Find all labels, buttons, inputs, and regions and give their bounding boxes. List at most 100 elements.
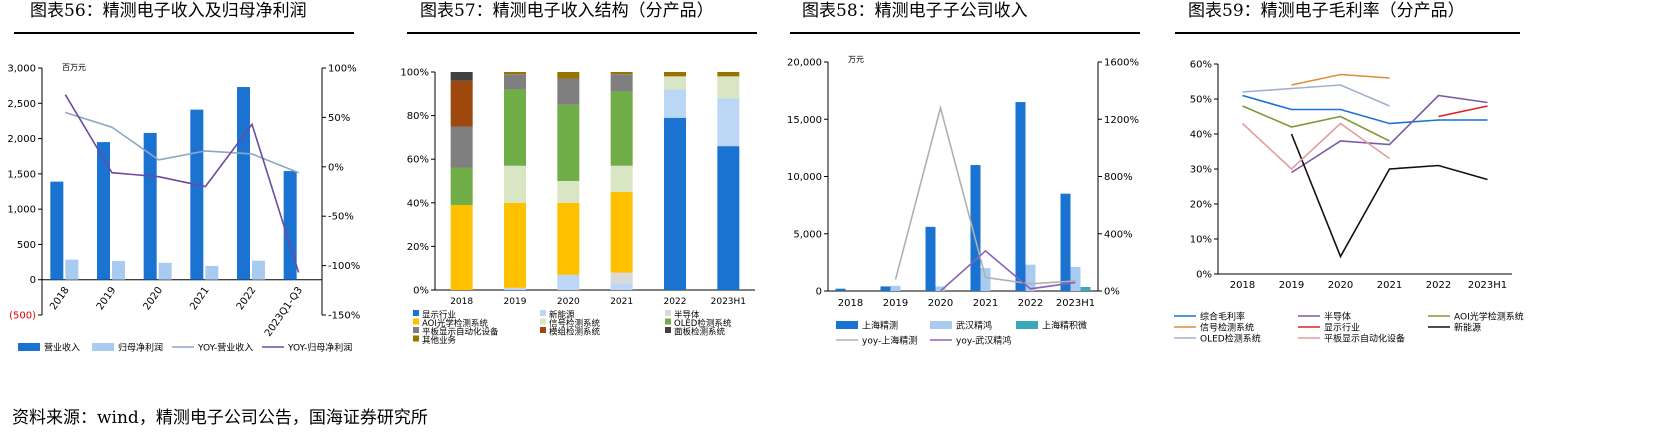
bar-归母净利润 <box>158 262 172 280</box>
category-label: 2022 <box>1018 298 1043 309</box>
stack-半导体 <box>610 272 633 284</box>
tick-label-right: 1600% <box>1104 58 1139 69</box>
legend-label: 信号检测系统 <box>1200 322 1254 334</box>
legend-label: 武汉精鸿 <box>956 320 992 332</box>
tick-label-left: 500 <box>17 240 36 251</box>
category-label: 2021 <box>973 298 998 309</box>
stack-面板检测系统 <box>450 72 473 81</box>
legend-label: 上海精积微 <box>1042 320 1087 332</box>
stack-OLED检测系统 <box>450 167 473 205</box>
tick-label-left: 1,000 <box>7 205 36 216</box>
stack-显示行业 <box>664 117 686 290</box>
stack-平板显示自动化设备 <box>557 78 580 105</box>
stack-信号检测系统 <box>504 165 526 203</box>
category-label: 2019 <box>95 285 119 312</box>
tick-label-right: 100% <box>328 64 357 75</box>
legend-label: OLED检测系统 <box>1200 333 1261 345</box>
legend-swatch <box>540 327 546 333</box>
legend-label: 归母净利润 <box>118 342 163 354</box>
category-label: 2020 <box>1328 280 1353 291</box>
legend-label: 营业收入 <box>44 342 80 354</box>
legend-label: 综合毛利率 <box>1200 311 1245 323</box>
bar-营业收入 <box>50 181 64 280</box>
tick-label-right: 50% <box>328 113 350 124</box>
category-label: 2021 <box>1377 280 1402 291</box>
legend-swatch <box>413 310 419 316</box>
category-label: 2022 <box>664 297 687 307</box>
stack-新能源 <box>504 287 526 290</box>
tick-label-left: 2,000 <box>7 134 36 145</box>
tick-label: 20% <box>1190 200 1212 211</box>
bar-上海精测 <box>970 165 981 291</box>
chart-title: 图表56：精测电子收入及归母净利润 <box>30 1 307 21</box>
panel-revenue-structure: 图表57：精测电子收入结构（分产品） 0% 20% 40% 60% 80% 100% 201… <box>395 0 765 390</box>
bar-营业收入 <box>237 87 250 280</box>
tick-label: 100% <box>400 68 429 79</box>
bar-营业收入 <box>283 171 297 280</box>
category-label: 2021 <box>610 297 633 307</box>
legend-swatch <box>930 321 952 329</box>
bar-上海精测 <box>880 286 891 291</box>
bar-归母净利润 <box>112 261 125 280</box>
tick-label-left: 0 <box>30 275 36 286</box>
stack-信号检测系统 <box>610 165 633 192</box>
category-label: 2023H1 <box>1056 298 1095 309</box>
stack-AOI光学检测系统 <box>504 202 526 288</box>
legend-swatch <box>665 310 671 316</box>
stack-OLED检测系统 <box>610 91 633 166</box>
tick-label-right: -150% <box>328 311 360 322</box>
bar-上海精测 <box>1060 193 1071 291</box>
tick-label: 60% <box>407 155 429 166</box>
stack-新能源 <box>557 274 580 290</box>
tick-label: 20% <box>407 242 429 253</box>
bar-上海精测 <box>925 226 936 291</box>
chart-revenue-profit: (500) 0 500 1,000 1,500 2,000 2,500 3,000 -150% -… <box>7 63 360 354</box>
tick-label-right: 0% <box>1104 287 1120 298</box>
tick-label-right: 800% <box>1104 172 1133 183</box>
legend-label: 平板显示自动化设备 <box>1324 333 1405 345</box>
category-label: 2020 <box>928 298 953 309</box>
stack-AOI光学检测系统 <box>450 204 473 290</box>
line-AOI光学检测系统 <box>1242 105 1390 142</box>
legend-label: 模组检测系统 <box>549 327 601 338</box>
tick-label-right: -100% <box>328 261 360 272</box>
title-rule <box>14 32 354 34</box>
line-OLED检测系统 <box>1242 84 1390 107</box>
legend-swatch <box>836 321 858 329</box>
category-label: 2022 <box>1426 280 1451 291</box>
bar-武汉精鸿 <box>1070 266 1081 291</box>
legend-label: 上海精测 <box>862 320 898 332</box>
bar-归母净利润 <box>205 265 219 280</box>
legend-label: 面板检测系统 <box>674 327 726 338</box>
tick-label-left: 0 <box>816 287 822 298</box>
legend-label: 其他业务 <box>422 335 457 346</box>
legend-label: 显示行业 <box>422 310 456 321</box>
title-rule <box>407 32 757 34</box>
bar-上海精积微 <box>1080 286 1091 291</box>
panel-revenue-profit: 图表56：精测电子收入及归母净利润 (500) 0 500 1,000 1,500 2,0… <box>0 0 370 390</box>
line-新能源 <box>1290 133 1488 259</box>
tick-label-left: (500) <box>9 311 36 322</box>
unit-label: 百万元 <box>62 63 86 72</box>
stack-显示行业 <box>717 146 740 290</box>
tick-label-left: 2,500 <box>7 99 36 110</box>
line-YOY-营业收入 <box>65 111 299 174</box>
stack-新能源 <box>664 89 686 118</box>
category-label: 2018 <box>450 297 473 307</box>
legend-swatch <box>18 343 40 351</box>
bar-武汉精鸿 <box>935 286 946 291</box>
source-note: 资料来源：wind，精测电子公司公告，国海证券研究所 <box>12 408 428 428</box>
legend-swatch <box>540 318 546 325</box>
category-label: 2022 <box>235 285 259 312</box>
category-label: 2018 <box>1230 280 1255 291</box>
stack-信号检测系统 <box>717 76 740 99</box>
legend-label: 新能源 <box>1454 322 1481 334</box>
tick-label-right: -50% <box>328 212 354 223</box>
bar-上海精测 <box>835 288 846 291</box>
category-label: 2019 <box>883 298 908 309</box>
legend-label: 信号检测系统 <box>549 318 601 329</box>
line-YOY-归母净利润 <box>64 94 300 273</box>
tick-label: 30% <box>1190 165 1212 176</box>
legend-label: 平板显示自动化设备 <box>422 327 499 338</box>
stack-新能源 <box>610 283 633 290</box>
